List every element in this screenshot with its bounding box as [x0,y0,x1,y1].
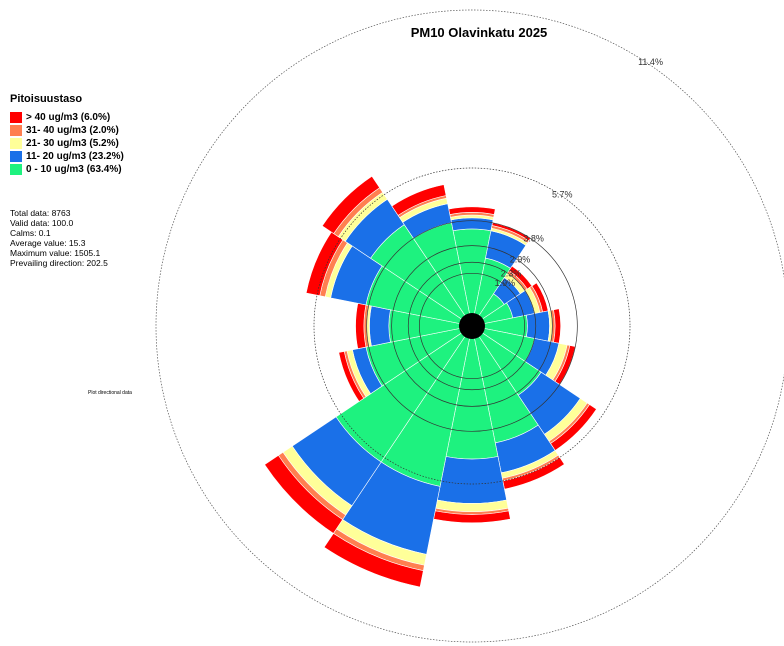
legend-label: > 40 ug/m3 (6.0%) [26,111,111,123]
legend-title: Pitoisuustaso [10,93,83,105]
stat-line: Prevailing direction: 202.5 [10,258,108,268]
sector-segment [391,184,447,216]
legend-swatch [10,163,22,175]
sector-segment [437,456,507,504]
statistics-panel: Total data: 8763 Valid data: 100.0 Calms: … [10,208,108,268]
sector-segment [264,454,344,534]
stat-line: Valid data: 100.0 [10,218,74,228]
ring-labels: 1.9%2.3% 2.9% 3.8% 5.7% 11.4% [495,57,663,288]
legend-item: 0 - 10 ug/m3 (63.4%) [10,163,170,175]
stat-line: Total data: 8763 [10,208,71,218]
legend-swatch [10,137,22,149]
ring-label: 1.9% [495,278,516,288]
ring-gridline [407,261,537,391]
sector-segment [321,175,381,235]
sector-segment [448,206,496,215]
legend-item: 11- 20 ug/m3 (23.2%) [10,150,170,162]
sector-segment [369,305,391,347]
sector-segment [450,217,494,232]
legend-swatch [10,111,22,123]
legend-item: 31- 40 ug/m3 (2.0%) [10,124,170,136]
stat-line: Maximum value: 1505.1 [10,248,101,258]
chart-title: PM10 Olavinkatu 2025 [411,25,548,40]
wind-rose-sectors [264,175,597,588]
ring-label: 2.9% [510,255,531,265]
legend-label: 21- 30 ug/m3 (5.2%) [26,137,119,149]
legend-item: 21- 30 ug/m3 (5.2%) [10,137,170,149]
legend-label: 11- 20 ug/m3 (23.2%) [26,150,124,162]
ring-gridline [418,272,526,380]
ring-label: 11.4% [638,57,663,67]
legend: Pitoisuustaso > 40 ug/m3 (6.0%) 31- 40 ug… [10,93,170,176]
ring-gridline [313,167,631,485]
ring-gridlines [155,9,784,643]
ring-gridline [366,220,578,432]
stat-line: Average value: 15.3 [10,238,86,248]
legend-label: 0 - 10 ug/m3 (63.4%) [26,163,122,175]
legend-swatch [10,124,22,136]
ring-gridline [391,245,553,407]
stat-line: Calms: 0.1 [10,228,51,238]
sector-segment [526,310,550,342]
legend-swatch [10,150,22,162]
sector-segment [338,351,365,402]
ring-label: 5.7% [552,189,573,199]
ring-label: 3.8% [523,234,544,244]
plot-note: Plot directional data [88,390,132,396]
legend-items: > 40 ug/m3 (6.0%) 31- 40 ug/m3 (2.0%) 21- … [10,111,170,175]
legend-item: > 40 ug/m3 (6.0%) [10,111,170,123]
ring-gridline [155,9,784,643]
calm-center-dot [459,313,485,339]
legend-label: 31- 40 ug/m3 (2.0%) [26,124,119,136]
ring-label: 2.3% [501,269,522,279]
